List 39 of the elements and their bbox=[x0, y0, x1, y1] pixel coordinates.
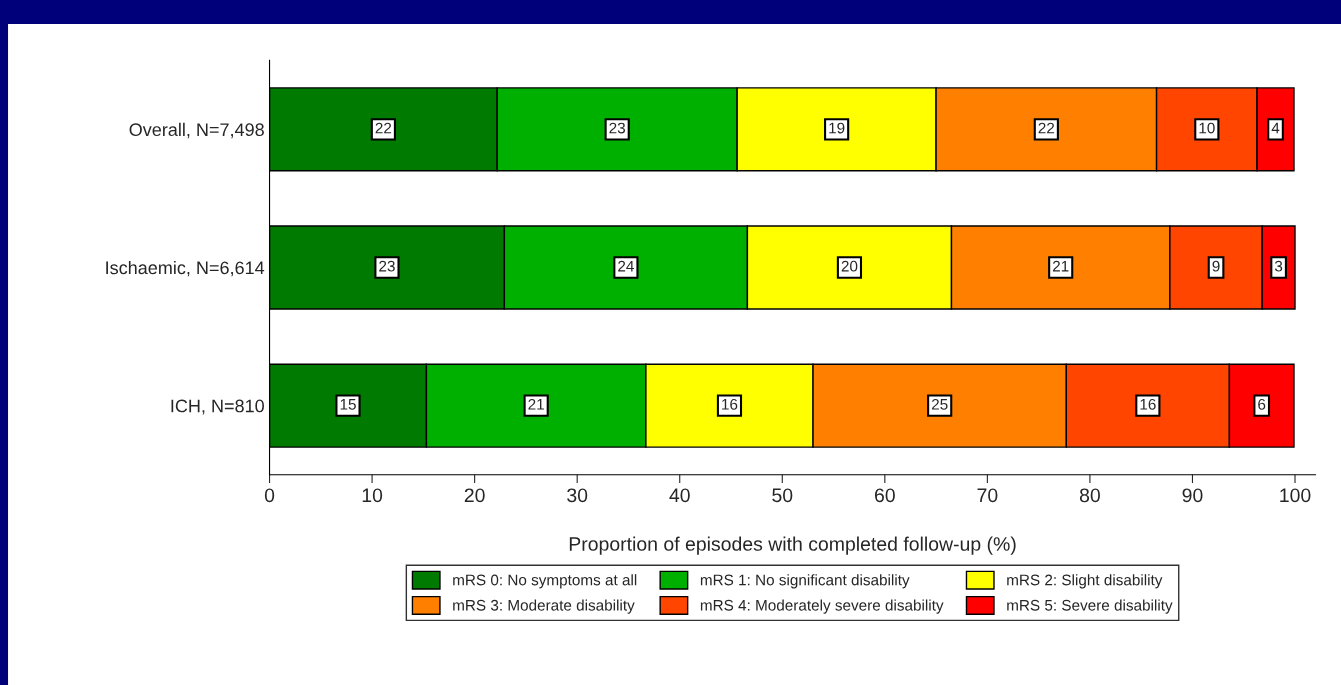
data-label: 4 bbox=[1271, 122, 1280, 134]
data-label: 21 bbox=[1052, 260, 1069, 272]
legend-label: mRS 4: Moderately severe disability bbox=[700, 599, 944, 614]
legend-label: mRS 3: Moderate disability bbox=[453, 599, 635, 614]
data-label: 20 bbox=[841, 260, 858, 272]
x-tick-label: 40 bbox=[669, 488, 690, 503]
data-label: 24 bbox=[618, 260, 634, 272]
y-tick-label: ICH, N=810 bbox=[171, 399, 264, 415]
legend-label: mRS 2: Slight disability bbox=[1007, 574, 1163, 589]
x-tick-label: 90 bbox=[1182, 488, 1203, 503]
x-tick-label: 50 bbox=[772, 488, 793, 503]
y-tick-label: Overall, N=7,498 bbox=[129, 122, 264, 139]
legend-label: mRS 5: Severe disability bbox=[1007, 599, 1173, 614]
data-label: 6 bbox=[1258, 398, 1266, 410]
y-tick-label: Ischaemic, N=6,614 bbox=[106, 260, 265, 277]
data-label: 10 bbox=[1199, 122, 1215, 134]
data-label: 16 bbox=[722, 398, 738, 410]
legend-label: mRS 0: No symptoms at all bbox=[453, 574, 637, 589]
x-tick-label: 70 bbox=[977, 488, 998, 503]
x-tick-label: 10 bbox=[362, 488, 383, 503]
x-tick-label: 0 bbox=[264, 488, 275, 503]
data-label: 21 bbox=[528, 398, 544, 410]
data-label: 23 bbox=[609, 122, 625, 134]
x-tick-label: 20 bbox=[464, 488, 485, 503]
x-axis-title: Proportion of episodes with completed follow-up (%) bbox=[569, 536, 1016, 555]
x-tick-label: 60 bbox=[875, 488, 895, 503]
x-tick-label: 100 bbox=[1280, 488, 1311, 503]
data-label: 22 bbox=[375, 122, 392, 134]
data-label: 3 bbox=[1274, 260, 1283, 272]
legend-label: mRS 1: No significant disability bbox=[700, 574, 910, 589]
data-label: 9 bbox=[1212, 260, 1220, 272]
data-label: 16 bbox=[1140, 398, 1156, 410]
data-label: 22 bbox=[1038, 122, 1055, 134]
x-tick-label: 30 bbox=[567, 488, 588, 503]
data-label: 25 bbox=[931, 398, 948, 410]
x-tick-label: 80 bbox=[1079, 488, 1100, 503]
data-label: 15 bbox=[340, 399, 356, 410]
data-label: 19 bbox=[829, 122, 845, 134]
data-label: 23 bbox=[379, 260, 395, 272]
